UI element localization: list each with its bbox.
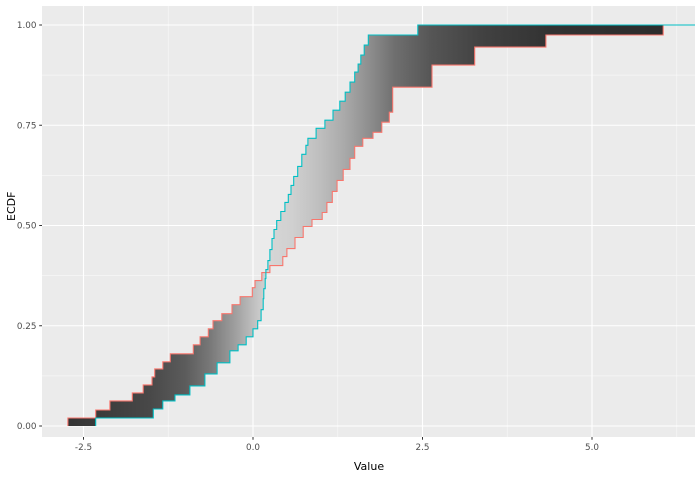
y-tick-label: 0.25 — [17, 322, 37, 332]
y-tick-label: 0.00 — [17, 422, 37, 432]
ecdf-line-cyan — [95, 24, 695, 426]
x-axis-title: Value — [353, 460, 385, 473]
x-tick-label: 5.0 — [585, 443, 599, 453]
x-tick-label: 0.0 — [246, 443, 260, 453]
y-tick-label: 0.50 — [17, 222, 37, 232]
y-tick-label: 1.00 — [17, 21, 37, 31]
y-tick-label: 0.75 — [17, 121, 37, 131]
ecdf-ribbon — [67, 25, 695, 426]
y-axis-title: ECDF — [5, 191, 18, 221]
ecdf-line-red — [67, 24, 695, 426]
x-tick-label: 2.5 — [416, 443, 430, 453]
x-tick-label: -2.5 — [75, 443, 92, 453]
